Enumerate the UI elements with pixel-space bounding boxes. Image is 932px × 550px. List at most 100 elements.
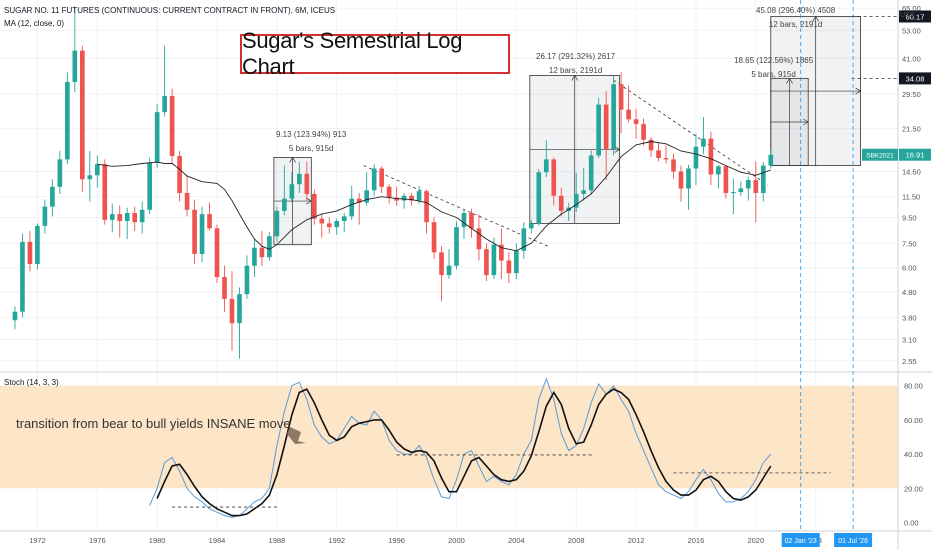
candle-body: [319, 218, 325, 224]
candle-body: [109, 214, 115, 220]
price-axis-label: 29.50: [902, 90, 921, 99]
measure-arrowhead-3: [786, 77, 793, 84]
candle-body: [124, 213, 130, 222]
price-marker-box: [899, 72, 931, 85]
candle-body: [753, 180, 759, 193]
measure-arrowhead-h-3: [803, 118, 809, 126]
candle-body: [386, 186, 392, 198]
candle-body: [214, 228, 220, 278]
measurement-4-line2: 12 bars, 2191d: [768, 20, 823, 29]
stoch-band: [0, 385, 898, 489]
candle-body: [499, 244, 504, 261]
time-axis-label: 2004: [508, 536, 525, 545]
measurement-4-line1: 45.08 (296.40%) 4508: [756, 6, 836, 15]
candle-body: [87, 175, 93, 180]
candle-body: [349, 198, 355, 217]
measurement-label-4: 45.08 (296.40%) 4508 12 bars, 2191d: [756, 4, 835, 32]
candle-body: [521, 228, 527, 251]
stoch-levels: [172, 454, 831, 508]
candle-body: [401, 195, 407, 201]
candle-body: [20, 241, 25, 312]
candle-body: [581, 190, 587, 194]
candle-body: [641, 124, 646, 140]
callout-arrow: [287, 427, 306, 444]
candle-body: [693, 146, 699, 169]
candle-body: [289, 184, 295, 199]
candle-body: [259, 247, 265, 258]
candle-body: [558, 195, 564, 211]
measurement-label-3: 18.65 (122.56%) 1865 5 bars, 915d: [734, 54, 813, 82]
candle-body: [611, 84, 616, 150]
measurement-1-line2: 5 bars, 915d: [288, 144, 334, 153]
candle-body: [139, 209, 145, 223]
time-axis-label: 2008: [568, 536, 585, 545]
callout-arrow-shape: [287, 427, 306, 444]
price-axis-label: 2.55: [902, 357, 917, 366]
candle-body: [746, 180, 751, 189]
measure-arrowhead-4: [812, 15, 819, 22]
ma-legend[interactable]: MA (12, close, 0): [4, 19, 65, 28]
price-axis-label: 21.50: [902, 125, 921, 134]
candle-body: [274, 210, 280, 237]
time-axis-label: 1984: [209, 536, 226, 545]
time-axis-label: 2000: [448, 536, 465, 545]
date-lines: [800, 0, 854, 531]
date-marker-label: 01 Jul '26: [838, 538, 868, 545]
candle-body: [484, 249, 489, 276]
measurement-2-line1: 26.17 (291.32%) 2617: [536, 52, 616, 61]
stoch-legend[interactable]: Stoch (14, 3, 3): [4, 378, 59, 387]
measure-arrowhead-h-4: [855, 87, 862, 95]
candle-body: [536, 172, 542, 224]
candle-body: [57, 159, 63, 187]
stoch-axis-label: 40.00: [904, 450, 923, 459]
candle-body: [686, 168, 691, 189]
time-axis-label: 1988: [269, 536, 286, 545]
candle-body: [431, 222, 437, 253]
candle-body: [267, 236, 272, 258]
candle-body: [94, 164, 100, 176]
measurement-3-line2: 5 bars, 915d: [751, 70, 796, 79]
candle-body: [723, 166, 729, 193]
candle-body: [117, 214, 123, 222]
measurement-1-line1: 9.13 (123.94%) 913: [276, 130, 347, 139]
candle-body: [424, 191, 429, 223]
candle-body: [222, 277, 227, 299]
stoch-d-line: [156, 388, 772, 517]
price-axis-label: 65.00: [902, 4, 921, 13]
candle-body: [768, 154, 774, 166]
candle-body: [701, 138, 706, 147]
candle-body: [528, 223, 534, 229]
candle-body: [50, 186, 55, 207]
measure-arrowhead-1: [289, 156, 296, 163]
candle-body: [169, 95, 175, 157]
candle-body: [379, 168, 384, 187]
candle-body: [184, 192, 190, 210]
candle-body: [12, 311, 18, 321]
measure-arrowhead-h-1: [306, 197, 312, 205]
candle-body: [364, 190, 370, 203]
candle-body: [394, 197, 399, 201]
price-marker-label: 60.17: [906, 12, 925, 21]
candle-body: [326, 223, 332, 228]
candle-body: [469, 213, 474, 229]
candle-body: [79, 50, 85, 180]
candle-body: [237, 294, 242, 324]
candle-body: [199, 214, 205, 254]
candle-body: [603, 104, 609, 150]
candle-body: [177, 156, 182, 193]
stoch-k-line: [149, 377, 772, 518]
candle-body: [618, 84, 624, 110]
candle-body: [371, 168, 377, 191]
chart-title-box: Sugar's Semestrial Log Chart: [240, 28, 510, 79]
measurement-3-line1: 18.65 (122.56%) 1865: [734, 56, 814, 65]
candle-body: [154, 112, 160, 163]
date-marker-label: 02 Jan '23: [785, 538, 817, 545]
candle-body: [282, 198, 287, 211]
candle-body: [491, 244, 497, 276]
price-marker-label: 16.91: [906, 151, 925, 160]
stoch-axis-label: 60.00: [904, 416, 923, 425]
candle-body: [311, 193, 317, 219]
date-marker-box: [781, 533, 820, 547]
candle-body: [543, 159, 549, 173]
